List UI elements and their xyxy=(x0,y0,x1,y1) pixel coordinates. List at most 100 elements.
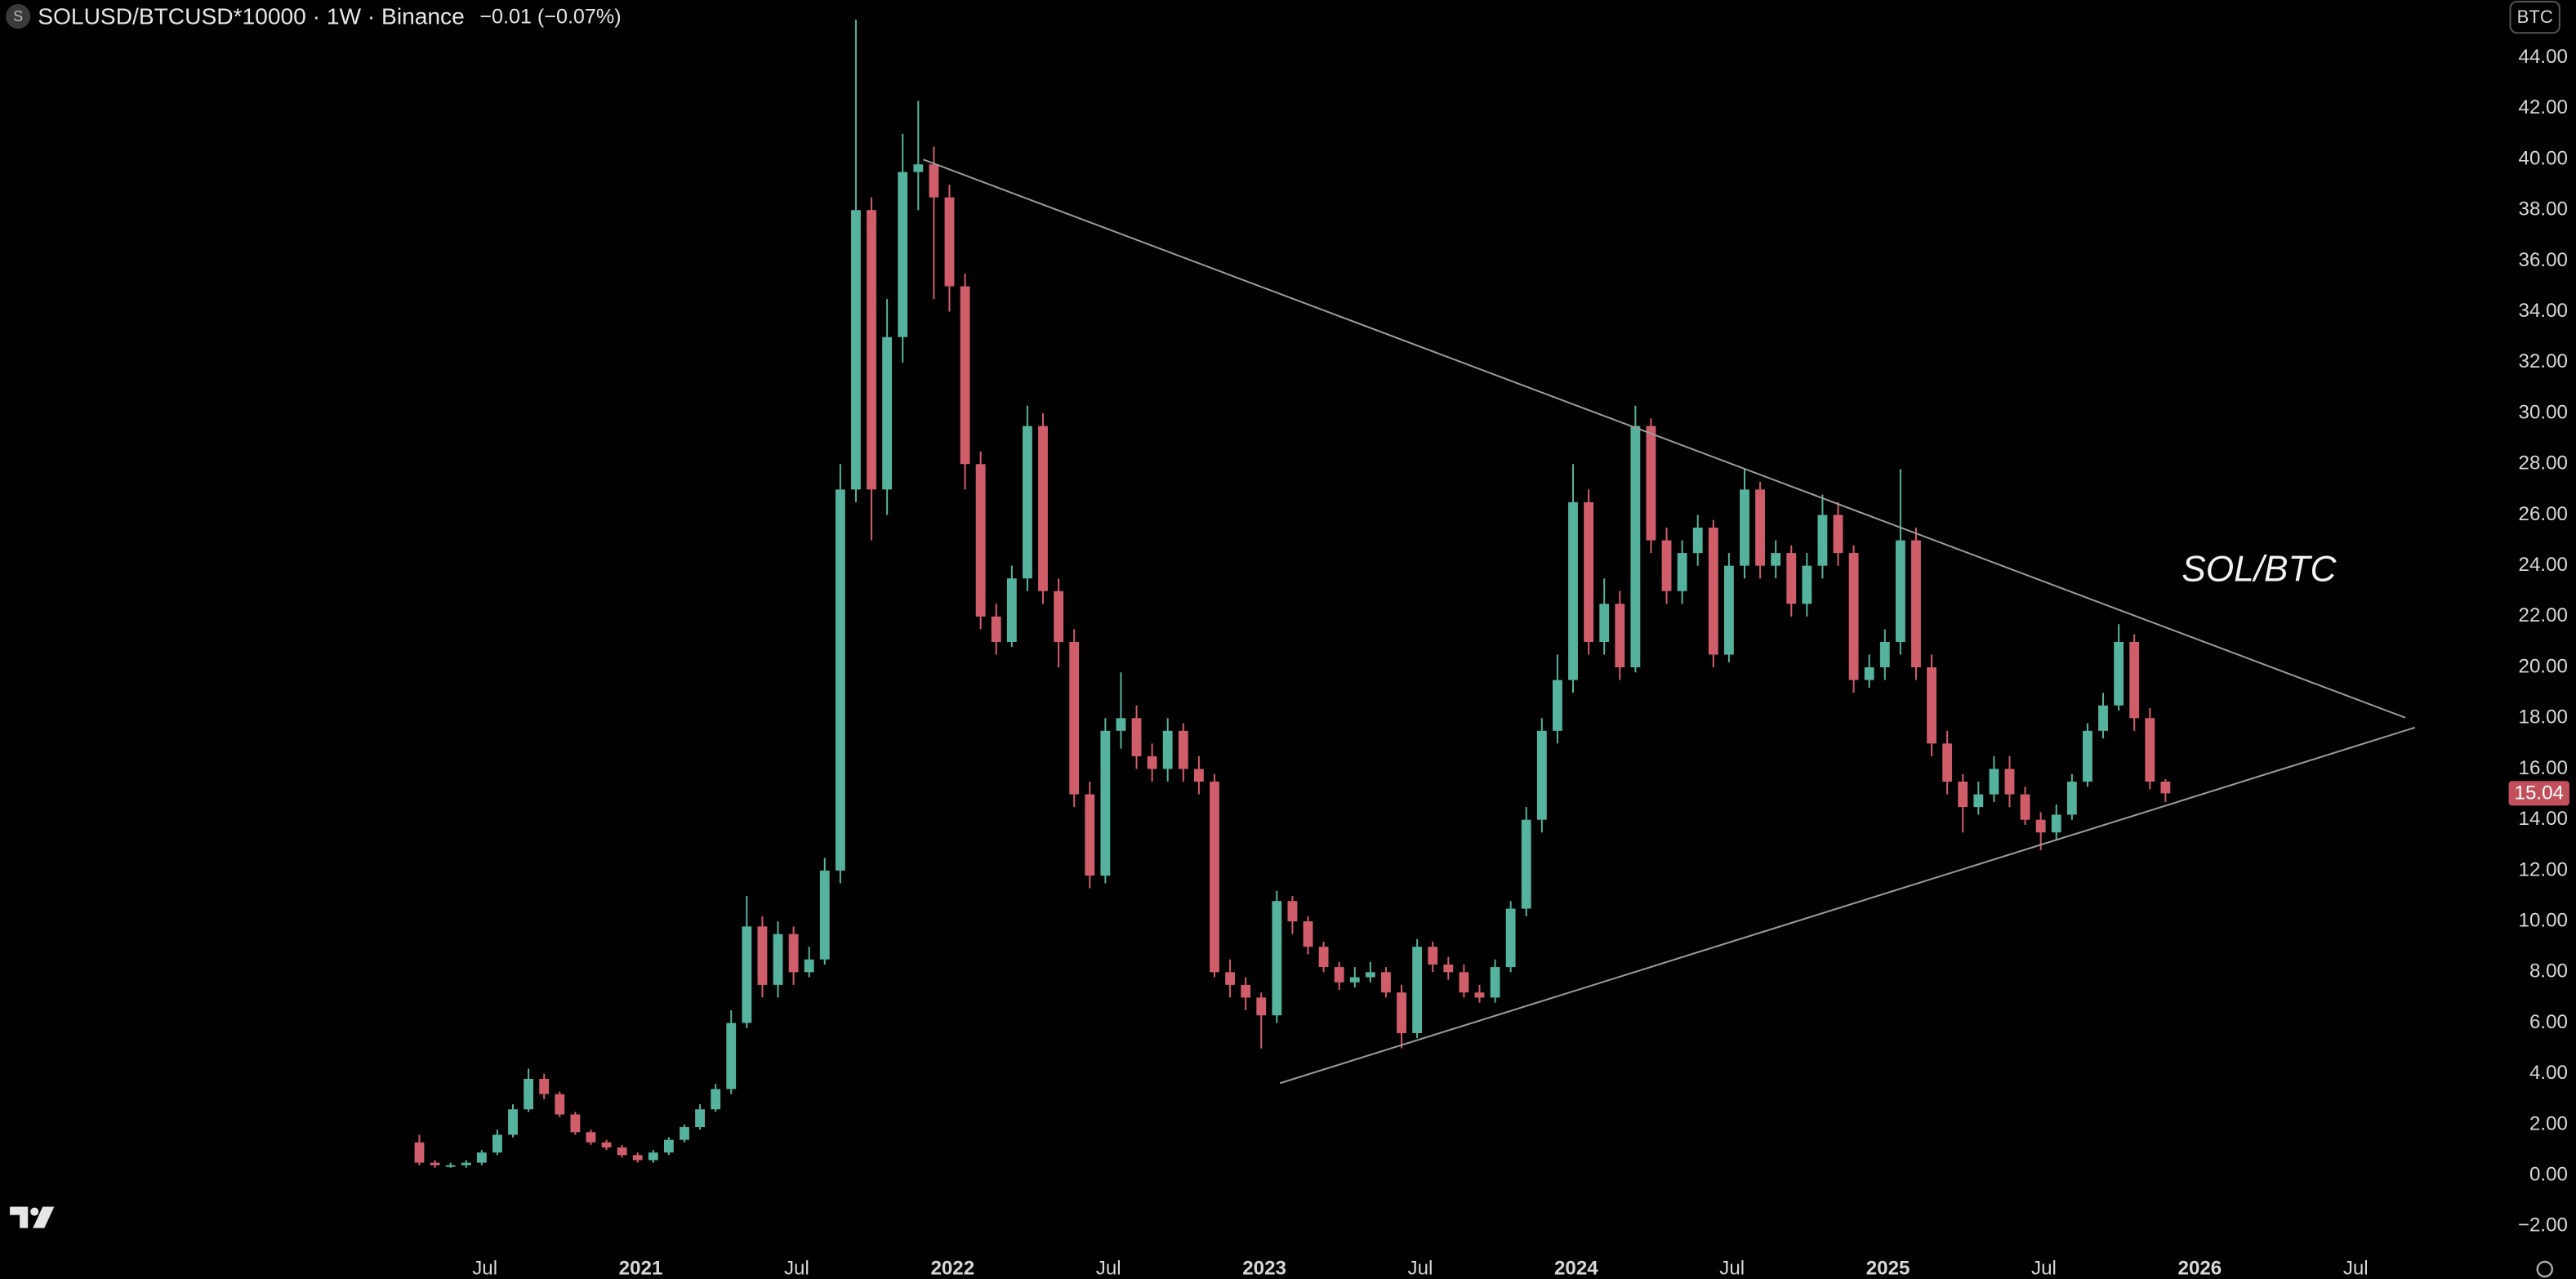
candle-body xyxy=(1646,426,1656,541)
candle-body xyxy=(1599,604,1610,642)
candle-body xyxy=(663,1139,674,1153)
candle-body xyxy=(430,1162,440,1165)
y-tick-label: 8.00 xyxy=(2529,960,2568,983)
candle-body xyxy=(1864,667,1874,680)
candle-body xyxy=(1193,769,1204,782)
candle-body xyxy=(2004,769,2015,795)
y-tick-label: 4.00 xyxy=(2529,1062,2568,1084)
candle-body xyxy=(898,172,908,337)
candle-body xyxy=(1879,641,1890,668)
trendline xyxy=(1279,726,2416,1085)
settings-icon[interactable] xyxy=(2536,1260,2554,1278)
candle-body xyxy=(991,616,1001,642)
candle-body xyxy=(1381,972,1391,993)
y-tick-label: 10.00 xyxy=(2519,909,2568,931)
y-tick-label: 30.00 xyxy=(2519,401,2568,423)
candle-body xyxy=(1365,972,1375,978)
candle-body xyxy=(1490,967,1500,998)
candle-body xyxy=(1802,565,1812,604)
candle-body xyxy=(524,1078,534,1110)
candle-body xyxy=(1521,819,1531,909)
candle-body xyxy=(1771,553,1781,566)
candle-body xyxy=(1505,908,1516,968)
candles xyxy=(414,19,2171,1168)
candle-body xyxy=(1723,565,1734,655)
y-tick-label: 36.00 xyxy=(2519,249,2568,271)
candle-body xyxy=(1740,489,1749,566)
candle-body xyxy=(867,210,876,490)
candle-body xyxy=(2129,641,2140,719)
candle-body xyxy=(975,464,986,617)
candle-body xyxy=(757,926,768,985)
candle-body xyxy=(601,1142,612,1148)
candle-body xyxy=(1630,426,1641,668)
x-tick-label: Jul xyxy=(1408,1257,1433,1279)
candle-body xyxy=(586,1132,596,1143)
y-tick-label: 18.00 xyxy=(2519,706,2568,729)
x-tick-label: Jul xyxy=(2031,1257,2057,1279)
candle-body xyxy=(1615,604,1625,668)
candle-body xyxy=(680,1127,689,1140)
candle-body xyxy=(1958,782,1968,808)
x-tick-label: Jul xyxy=(472,1257,497,1279)
candle-body xyxy=(476,1152,487,1163)
candle-body xyxy=(1100,730,1111,876)
candle-body xyxy=(1755,489,1765,566)
x-tick-label: Jul xyxy=(784,1257,809,1279)
candle-body xyxy=(570,1114,581,1133)
candle-body xyxy=(1833,515,1843,554)
candle-body xyxy=(1942,743,1953,782)
x-tick-label: 2022 xyxy=(930,1257,974,1279)
candle-body xyxy=(2114,641,2124,706)
y-tick-label: −2.00 xyxy=(2518,1214,2568,1237)
candle-body xyxy=(1225,972,1235,985)
candle-body xyxy=(632,1155,643,1161)
candle-body xyxy=(882,336,893,490)
candle-body xyxy=(1443,964,1454,973)
candle-body xyxy=(2160,782,2171,794)
candle-body xyxy=(1459,972,1469,993)
candle-body xyxy=(1692,528,1703,554)
y-tick-label: 0.00 xyxy=(2529,1164,2568,1186)
candle-body xyxy=(1895,540,1905,642)
settings-gear xyxy=(2536,1260,2554,1278)
candle-body xyxy=(804,959,814,973)
symbol-icon[interactable] xyxy=(6,4,31,29)
candle-body xyxy=(492,1134,502,1153)
candle-body xyxy=(1536,730,1547,820)
candle-body xyxy=(508,1109,518,1135)
candle-body xyxy=(2083,730,2092,782)
candle-body xyxy=(1786,553,1797,604)
candle-body xyxy=(819,870,830,960)
candle-body xyxy=(1989,769,1999,795)
x-tick-label: 2024 xyxy=(1554,1257,1598,1279)
candle-body xyxy=(414,1142,425,1163)
tradingview-logo[interactable] xyxy=(10,1206,55,1228)
candle-body xyxy=(1116,718,1126,731)
candle-body xyxy=(1412,947,1423,1033)
candle-body xyxy=(1661,540,1672,591)
candle-body xyxy=(711,1089,721,1110)
candle-body xyxy=(2066,782,2077,815)
candle-body xyxy=(445,1165,456,1167)
y-tick-label: 12.00 xyxy=(2519,858,2568,880)
y-tick-label: 26.00 xyxy=(2519,503,2568,525)
y-tick-label: 38.00 xyxy=(2519,198,2568,221)
candle-body xyxy=(1054,590,1064,642)
symbol-icon-letter: S xyxy=(13,8,23,25)
candle-body xyxy=(1334,967,1344,983)
candle-body xyxy=(2051,814,2061,833)
symbol-title[interactable]: SOLUSD/BTCUSD*10000 · 1W · Binance xyxy=(38,4,465,29)
y-tick-label: 42.00 xyxy=(2519,96,2568,118)
candle-body xyxy=(1568,501,1578,680)
candle-body xyxy=(851,210,861,490)
candle-body xyxy=(1287,901,1298,922)
currency-button[interactable] xyxy=(2509,1,2560,34)
candle-body xyxy=(1553,680,1562,731)
logo-shape xyxy=(10,1206,55,1228)
candle-body xyxy=(648,1152,658,1161)
x-tick-label: 2025 xyxy=(1866,1257,1910,1279)
candle-body xyxy=(1038,426,1048,591)
